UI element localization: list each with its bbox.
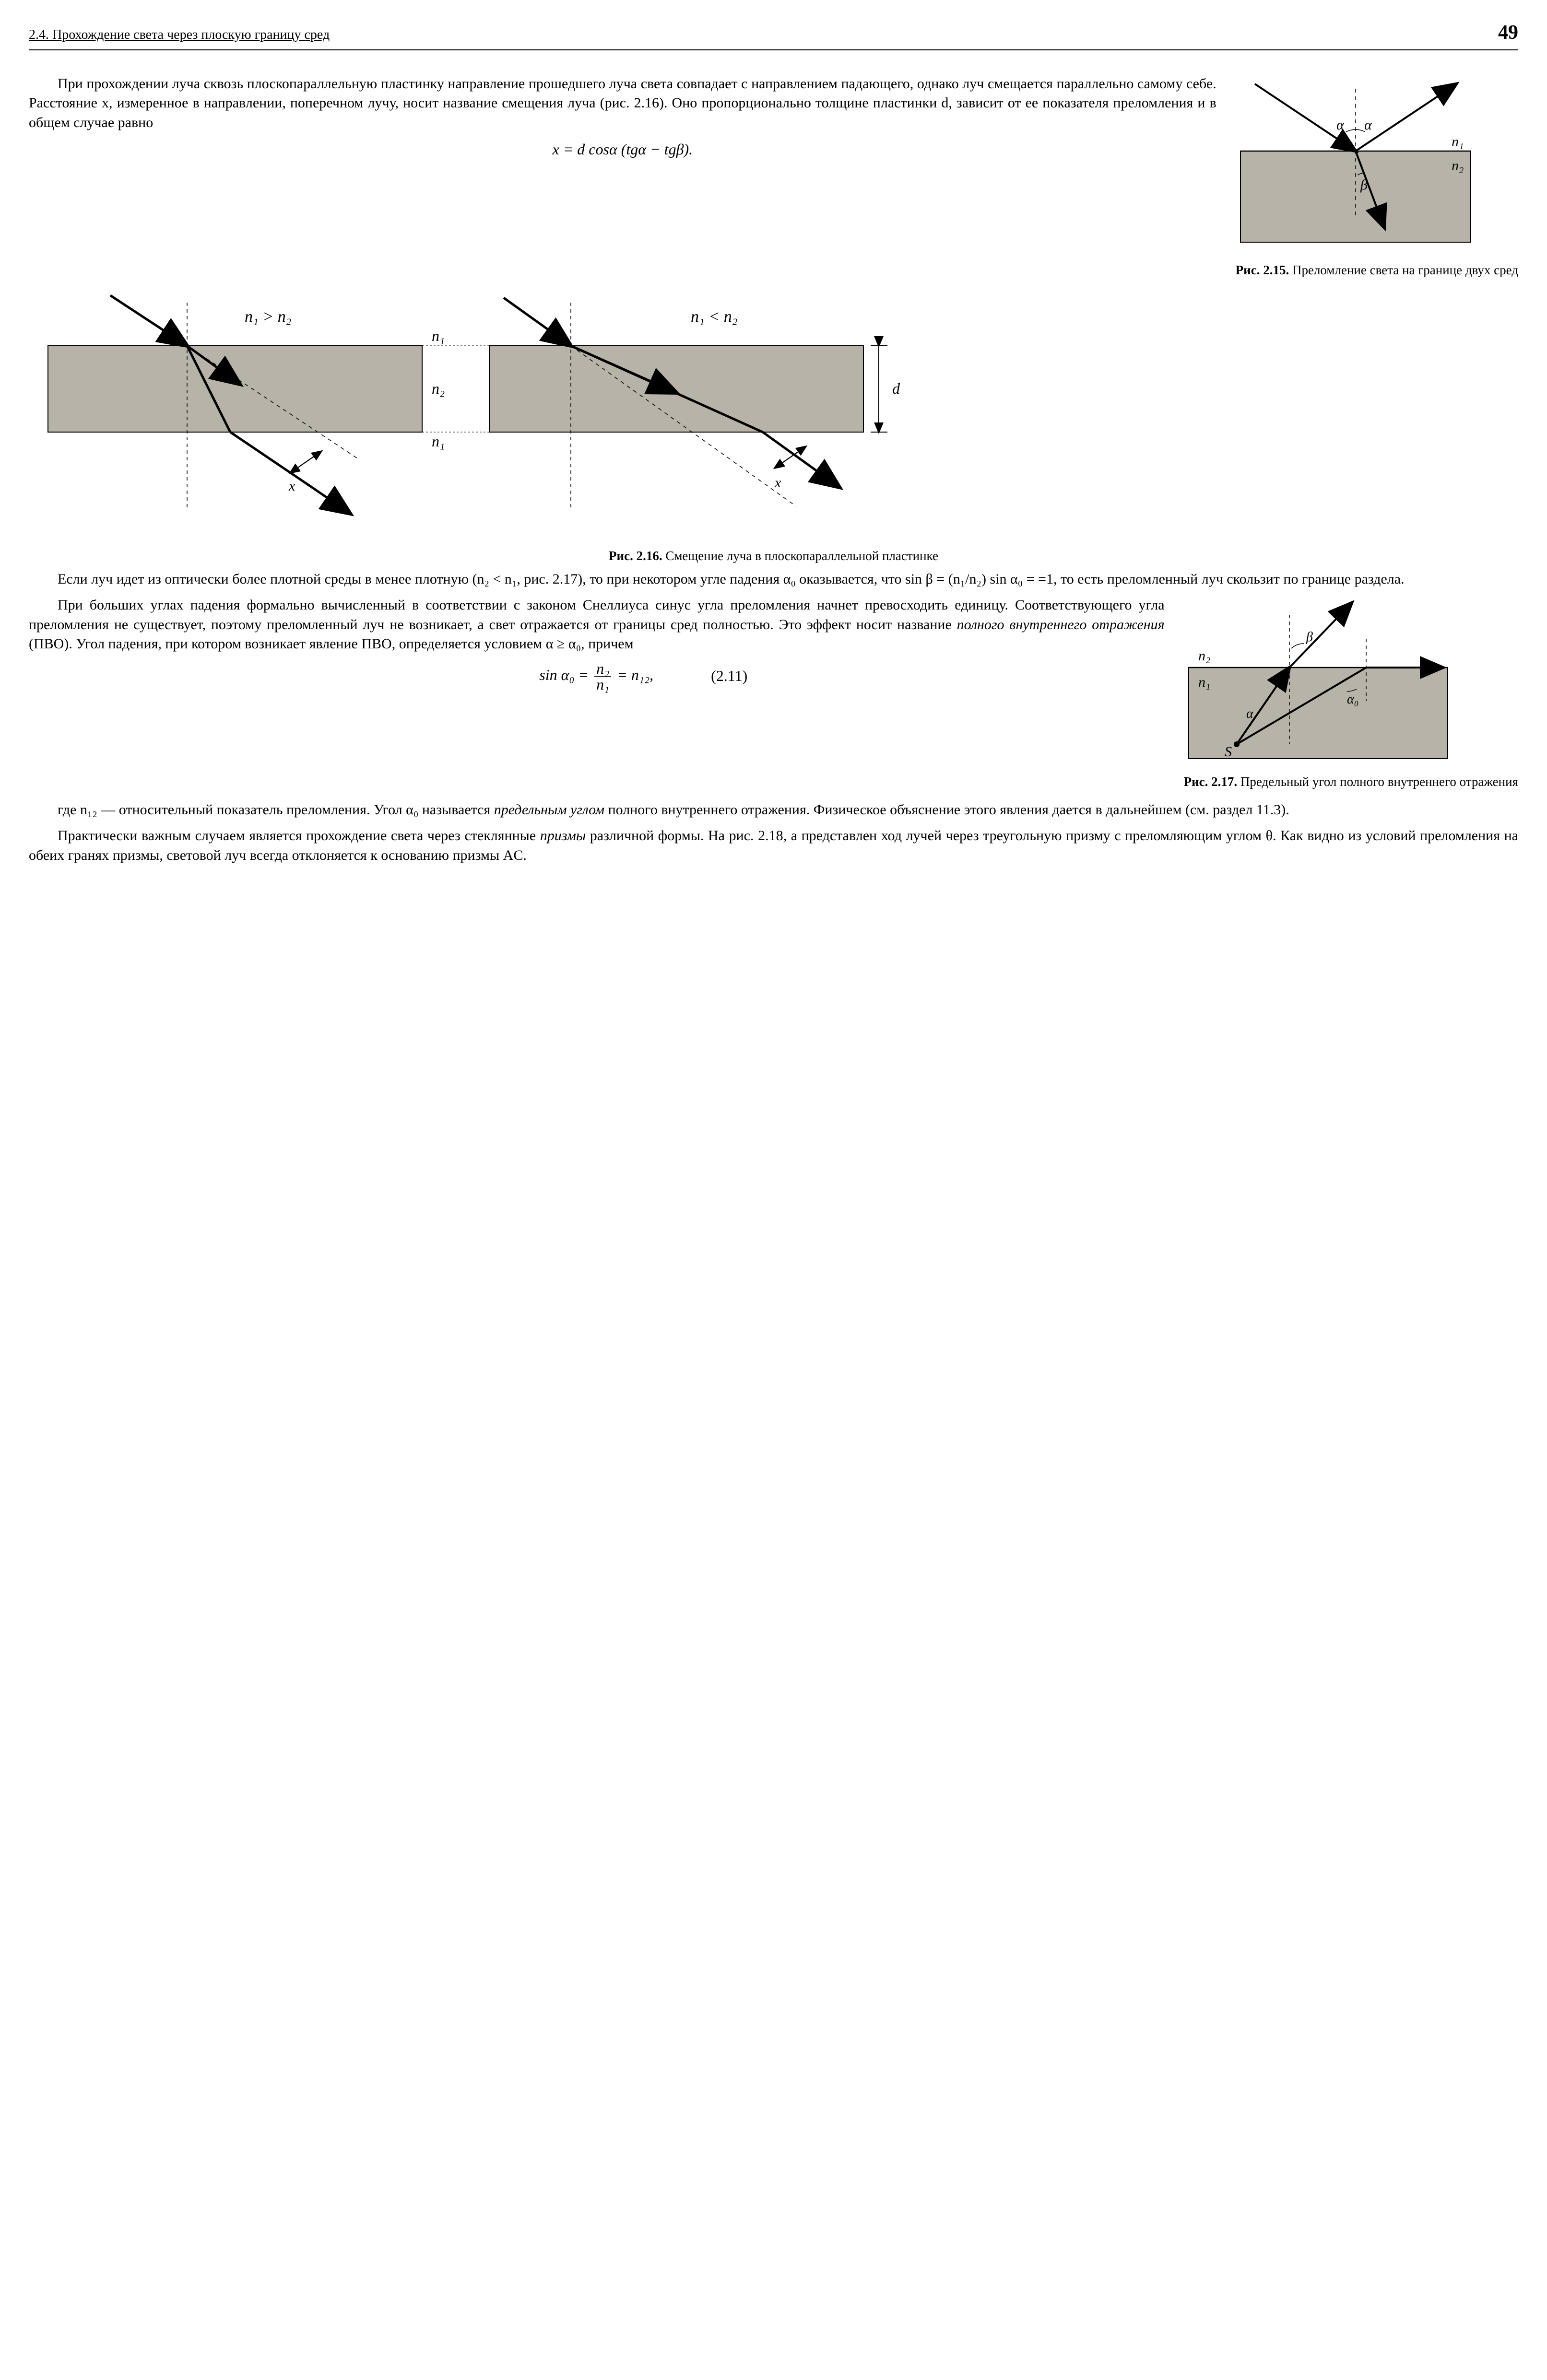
formula2-frac-bot: n₁ — [594, 677, 611, 692]
para3-b: (ПВО). Угол падения, при котором возника… — [29, 636, 634, 652]
fig217-svg: S α β α₀ n₂ n₁ — [1184, 596, 1453, 768]
figure-2-15: α α β n₁ n₂ Рис. 2.15. Преломление света… — [1236, 74, 1518, 279]
col-text-3: При больших углах падения формально вычи… — [29, 596, 1165, 703]
fig216-cond-left: n₁ > n₂ — [245, 308, 292, 326]
paragraph-3: При больших углах падения формально вычи… — [29, 596, 1165, 654]
para4-a: где n₁₂ — относительный показатель прело… — [58, 802, 494, 818]
fig215-n1: n₁ — [1452, 134, 1464, 150]
fig216-x-left: x — [288, 478, 295, 494]
paragraph-5: Практически важным случаем является прох… — [29, 826, 1518, 865]
formula2-eqnum: (2.11) — [711, 666, 747, 686]
formula2-frac: n₂ n₁ — [594, 661, 611, 692]
fig215-beta: β — [1360, 177, 1368, 193]
fig217-caption-bold: Рис. 2.17. — [1184, 774, 1238, 789]
fig217-alpha0: α₀ — [1347, 692, 1358, 707]
para4-i: предельным углом — [494, 802, 604, 818]
fig215-caption-bold: Рис. 2.15. — [1236, 263, 1289, 277]
fig216-caption-bold: Рис. 2.16. — [609, 549, 662, 563]
fig215-alpha1: α — [1336, 117, 1345, 133]
para4-b: полного внутреннего отражения. Физическо… — [604, 802, 1289, 818]
fig215-caption: Рис. 2.15. Преломление света на границе … — [1236, 261, 1518, 279]
fig215-n2: n₂ — [1452, 158, 1464, 174]
page-header: 2.4. Прохождение света через плоскую гра… — [29, 19, 1518, 50]
para5-a: Практически важным случаем является прох… — [58, 828, 540, 844]
fig216-n2: n₂ — [432, 380, 445, 397]
formula2-lhs: sin α₀ = — [539, 666, 592, 683]
formula2-rhs: = n₁₂, — [617, 666, 653, 683]
fig216-caption: Рис. 2.16. Смещение луча в плоскопаралле… — [29, 547, 1518, 564]
block-1: При прохождении луча сквозь плоскопаралл… — [29, 74, 1518, 279]
page-number: 49 — [1498, 19, 1518, 47]
fig217-S: S — [1225, 744, 1232, 760]
paragraph-2: Если луч идет из оптически более плотной… — [29, 570, 1518, 589]
col-text-1: При прохождении луча сквозь плоскопаралл… — [29, 74, 1216, 171]
fig216-x-right: x — [774, 475, 781, 491]
para3-i: полного внутреннего отражения — [957, 617, 1165, 633]
fig217-caption-text: Предельный угол полного внутреннего отра… — [1237, 774, 1518, 789]
fig217-n2: n₂ — [1198, 648, 1210, 664]
formula-2: (2.11) sin α₀ = n₂ n₁ = n₁₂, (2.11) — [29, 661, 1165, 692]
fig215-svg: α α β n₁ n₂ — [1236, 74, 1476, 257]
formula2-body: sin α₀ = n₂ n₁ = n₁₂, — [539, 661, 653, 692]
fig215-alpha2: α — [1364, 117, 1372, 133]
fig217-caption: Рис. 2.17. Предельный угол полного внутр… — [1184, 773, 1518, 790]
fig216-n1-bot: n₁ — [432, 433, 445, 450]
paragraph-1: При прохождении луча сквозь плоскопаралл… — [29, 74, 1216, 133]
fig216-n1-top: n₁ — [432, 327, 445, 344]
paragraph-4: где n₁₂ — относительный показатель прело… — [29, 800, 1518, 820]
formula2-frac-top: n₂ — [594, 661, 611, 677]
fig216-cond-right: n₁ < n₂ — [691, 308, 738, 326]
formula-1: x = d cosα (tgα − tgβ). — [29, 139, 1216, 160]
fig216-d: d — [892, 380, 900, 397]
fig215-caption-text: Преломление света на границе двух сред — [1289, 263, 1518, 277]
section-title: 2.4. Прохождение света через плоскую гра… — [29, 26, 330, 44]
para5-i: призмы — [540, 828, 586, 844]
fig217-alpha: α — [1246, 706, 1254, 721]
fig216-caption-text: Смещение луча в плоскопараллельной пласт… — [662, 549, 938, 563]
fig217-n1: n₁ — [1198, 674, 1210, 690]
block-3: При больших углах падения формально вычи… — [29, 596, 1518, 790]
fig217-beta: β — [1306, 630, 1313, 645]
fig216-svg: n₁ > n₂ x n₁ < n₂ x d n₁ — [29, 293, 940, 542]
figure-2-17: S α β α₀ n₂ n₁ Рис. 2.17. Предельный уго… — [1184, 596, 1518, 790]
figure-2-16: n₁ > n₂ x n₁ < n₂ x d n₁ — [29, 293, 1518, 564]
